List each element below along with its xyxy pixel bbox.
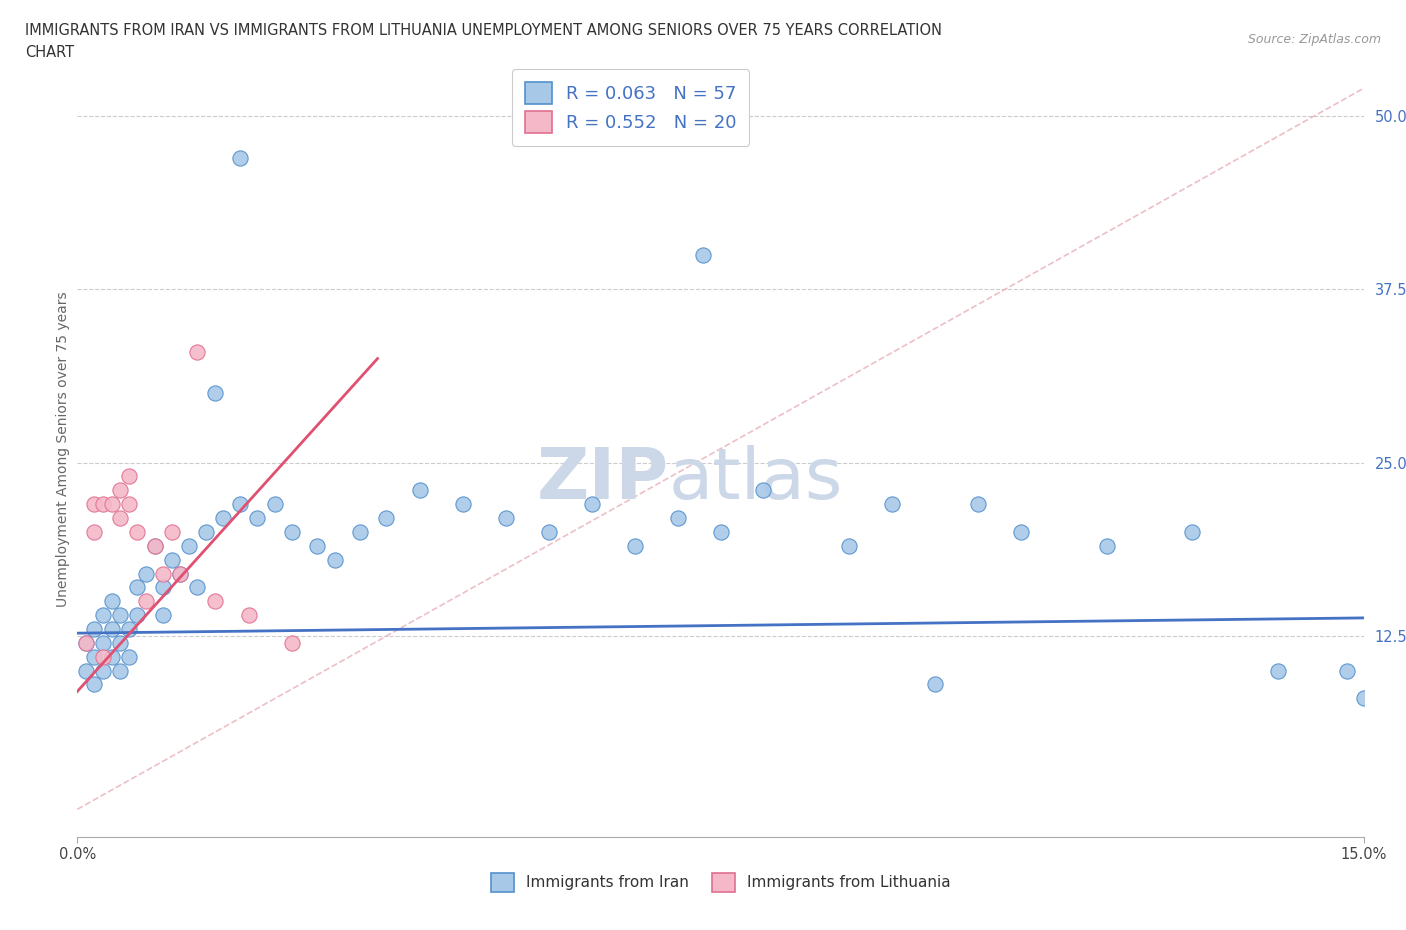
- Point: [581, 497, 603, 512]
- Point: [110, 663, 132, 678]
- Point: [100, 649, 122, 664]
- Point: [83, 497, 105, 512]
- Point: [281, 525, 304, 539]
- Point: [453, 497, 475, 512]
- Point: [127, 607, 149, 622]
- Point: [152, 566, 174, 581]
- Point: [1095, 538, 1118, 553]
- Point: [229, 497, 252, 512]
- Point: [229, 150, 252, 165]
- Point: [307, 538, 329, 553]
- Point: [349, 525, 371, 539]
- Point: [100, 497, 122, 512]
- Point: [177, 538, 200, 553]
- Point: [195, 525, 218, 539]
- Point: [1010, 525, 1032, 539]
- Point: [152, 580, 174, 595]
- Point: [110, 635, 132, 650]
- Point: [246, 511, 269, 525]
- Point: [186, 580, 208, 595]
- Point: [212, 511, 235, 525]
- Point: [160, 525, 183, 539]
- Legend: Immigrants from Iran, Immigrants from Lithuania: Immigrants from Iran, Immigrants from Li…: [484, 865, 957, 899]
- Point: [1267, 663, 1289, 678]
- Point: [323, 552, 346, 567]
- Point: [110, 607, 132, 622]
- Text: ZIP: ZIP: [537, 445, 669, 514]
- Point: [1353, 691, 1375, 706]
- Point: [924, 677, 946, 692]
- Point: [91, 635, 114, 650]
- Point: [83, 677, 105, 692]
- Point: [118, 497, 141, 512]
- Point: [375, 511, 398, 525]
- Point: [110, 511, 132, 525]
- Y-axis label: Unemployment Among Seniors over 75 years: Unemployment Among Seniors over 75 years: [56, 291, 70, 606]
- Point: [91, 649, 114, 664]
- Point: [143, 538, 166, 553]
- Point: [127, 525, 149, 539]
- Point: [91, 607, 114, 622]
- Text: atlas: atlas: [669, 445, 844, 514]
- Point: [169, 566, 191, 581]
- Text: CHART: CHART: [25, 45, 75, 60]
- Point: [838, 538, 860, 553]
- Point: [100, 621, 122, 636]
- Point: [1336, 663, 1358, 678]
- Point: [409, 483, 432, 498]
- Point: [710, 525, 733, 539]
- Point: [135, 566, 157, 581]
- Point: [624, 538, 647, 553]
- Point: [160, 552, 183, 567]
- Point: [967, 497, 990, 512]
- Point: [91, 663, 114, 678]
- Point: [152, 607, 174, 622]
- Text: IMMIGRANTS FROM IRAN VS IMMIGRANTS FROM LITHUANIA UNEMPLOYMENT AMONG SENIORS OVE: IMMIGRANTS FROM IRAN VS IMMIGRANTS FROM …: [25, 23, 942, 38]
- Point: [83, 621, 105, 636]
- Point: [91, 497, 114, 512]
- Point: [75, 663, 97, 678]
- Point: [882, 497, 904, 512]
- Point: [263, 497, 285, 512]
- Point: [752, 483, 775, 498]
- Point: [100, 594, 122, 609]
- Point: [75, 635, 97, 650]
- Point: [238, 607, 260, 622]
- Point: [169, 566, 191, 581]
- Point: [1181, 525, 1204, 539]
- Point: [186, 344, 208, 359]
- Point: [118, 469, 141, 484]
- Point: [75, 635, 97, 650]
- Point: [83, 649, 105, 664]
- Point: [83, 525, 105, 539]
- Point: [204, 386, 226, 401]
- Point: [118, 621, 141, 636]
- Point: [143, 538, 166, 553]
- Point: [127, 580, 149, 595]
- Point: [135, 594, 157, 609]
- Point: [118, 649, 141, 664]
- Point: [666, 511, 689, 525]
- Point: [110, 483, 132, 498]
- Point: [692, 247, 714, 262]
- Point: [495, 511, 517, 525]
- Point: [204, 594, 226, 609]
- Point: [281, 635, 304, 650]
- Point: [1369, 691, 1392, 706]
- Point: [538, 525, 561, 539]
- Text: Source: ZipAtlas.com: Source: ZipAtlas.com: [1247, 33, 1381, 46]
